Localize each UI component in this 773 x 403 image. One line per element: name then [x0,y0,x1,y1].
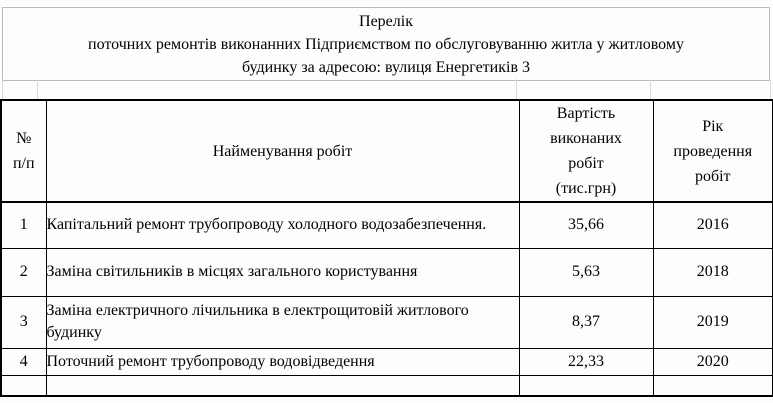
document-title: Перелік поточних ремонтів виконанних Під… [2,7,770,81]
cell-row-number: 1 [0,201,47,249]
header-num: № п/п [0,99,47,203]
cell-year [652,374,773,397]
gridline [650,79,651,99]
title-line-1: Перелік [359,13,413,30]
gridline [37,79,38,99]
cell-work-name: Капітальний ремонт трубопроводу холодног… [45,201,520,249]
cell-cost: 8,37 [518,295,654,349]
table-row: 3 Заміна електричного лічильника в елект… [0,295,773,349]
cell-row-number: 3 [0,295,47,349]
cell-cost [518,374,654,397]
gridline [2,79,3,99]
grid-gap-row [0,79,773,99]
cell-cost: 35,66 [518,201,654,249]
header-year: Рік проведення робіт [652,99,773,203]
header-cost: Вартість виконаних робіт (тис.грн) [518,99,654,203]
works-table: № п/п Найменування робіт Вартість викона… [0,99,773,397]
gridline [516,79,517,99]
cell-work-name: Заміна світильників в місцях загального … [45,247,520,297]
cell-work-name [45,374,520,397]
cell-work-name: Поточний ремонт трубопроводу водовідведе… [45,347,520,376]
header-name: Найменування робіт [45,99,520,203]
cell-work-name: Заміна електричного лічильника в електро… [45,295,520,349]
table-row: 4 Поточний ремонт трубопроводу водовідве… [0,347,773,376]
cell-year: 2018 [652,247,773,297]
cell-row-number: 4 [0,347,47,376]
cell-row-number: 2 [0,247,47,297]
table-header-row: № п/п Найменування робіт Вартість викона… [0,99,773,203]
cell-year: 2020 [652,347,773,376]
table-row [0,374,773,397]
cell-year: 2016 [652,201,773,249]
table-body: 1 Капітальний ремонт трубопроводу холодн… [0,201,773,397]
cell-row-number [0,374,47,397]
gridline [770,79,771,99]
cell-cost: 22,33 [518,347,654,376]
table-row: 1 Капітальний ремонт трубопроводу холодн… [0,201,773,249]
table-row: 2 Заміна світильників в місцях загальног… [0,247,773,297]
cell-cost: 5,63 [518,247,654,297]
cell-year: 2019 [652,295,773,349]
title-line-3: будинку за адресою: вулиця Енергетиків 3 [242,59,530,76]
title-line-2: поточних ремонтів виконанних Підприємств… [88,36,684,53]
